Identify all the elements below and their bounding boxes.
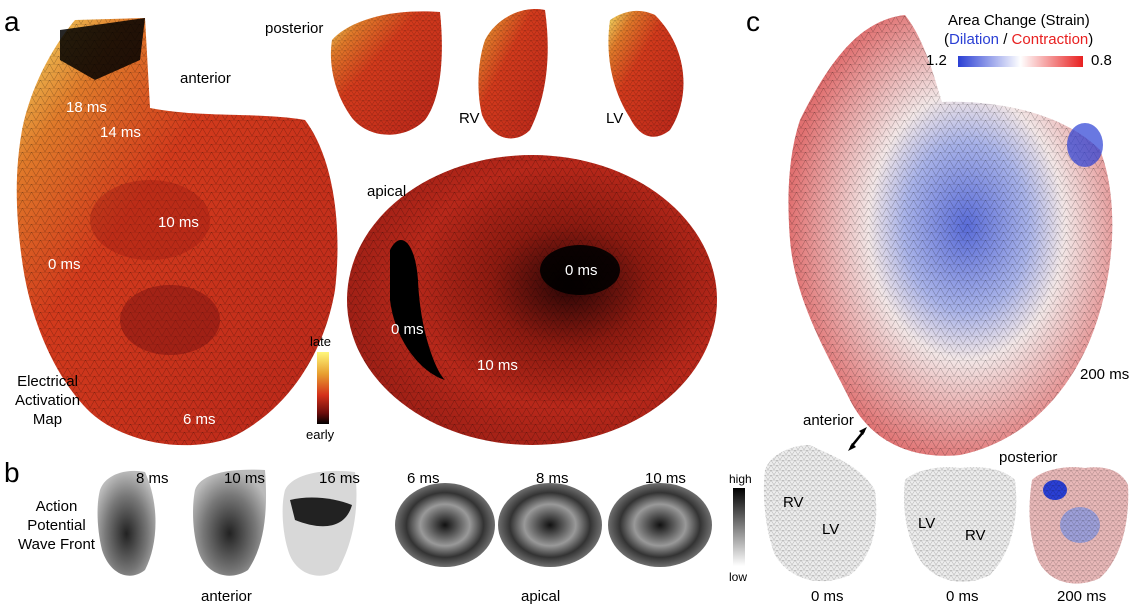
label-lv: LV [822,521,840,538]
activation-apical-view [347,155,717,445]
time-label: 0 ms [946,588,979,605]
wavefront-apical-rings [395,483,712,567]
caption-activation-map: Electrical Activation Map [15,373,81,428]
panel-label-c: c [746,6,760,37]
panel-label-a: a [4,6,20,37]
label-anterior: anterior [180,70,231,87]
time-label: 0 ms [48,256,81,273]
time-label: 0 ms [391,321,424,338]
time-label: 6 ms [183,411,216,428]
panel-label-b: b [4,457,20,488]
activation-heart-anterior [16,18,338,446]
strain-colorbar [958,56,1083,67]
strain-range-left: 1.2 [926,52,947,69]
time-label: 10 ms [224,470,265,487]
label-lv: LV [606,110,624,127]
strain-heart-posterior-200ms [1029,467,1129,584]
activation-heart-rv [478,9,548,139]
time-label: 16 ms [319,470,360,487]
legend-contraction: Contraction [1011,31,1089,48]
time-label: 0 ms [811,588,844,605]
label-rv: RV [783,494,804,511]
time-label: 6 ms [407,470,440,487]
strain-range-right: 0.8 [1091,52,1112,69]
label-apical: apical [367,183,407,200]
time-label-main: 200 ms [1080,366,1130,383]
time-label: 14 ms [100,124,141,141]
label-rv: RV [965,527,986,544]
activation-heart-posterior [330,11,442,135]
time-label: 8 ms [536,470,569,487]
time-label: 8 ms [136,470,169,487]
group-label-anterior: anterior [201,588,252,605]
wavefront-colorbar [733,488,745,566]
time-label: 200 ms [1057,588,1107,605]
strain-heart-main [788,15,1113,456]
strain-legend: (Dilation / Contraction) [944,31,1094,48]
label-posterior: posterior [999,449,1058,466]
time-label: 0 ms [565,262,598,279]
group-label-apical: apical [521,588,561,605]
time-label: 18 ms [66,99,107,116]
time-label: 10 ms [645,470,686,487]
time-label: 10 ms [158,214,199,231]
strain-title: Area Change (Strain) [948,12,1090,29]
label-anterior: anterior [803,412,854,429]
colorbar-high-label: high [729,472,752,486]
label-rv: RV [459,110,480,127]
colorbar-late-label: late [310,334,331,349]
colorbar-low-label: low [729,570,748,584]
strain-heart-anterior-0ms [763,445,877,582]
orientation-arrow-icon [848,427,867,451]
activation-colorbar [317,352,329,424]
activation-heart-lv [608,10,684,137]
time-label: 10 ms [477,357,518,374]
wavefront-anterior-hearts [97,469,357,576]
caption-wave-front: Action Potential Wave Front [18,498,95,553]
label-posterior: posterior [265,20,324,37]
colorbar-early-label: early [306,427,335,442]
label-lv: LV [918,515,936,532]
strain-heart-posterior-0ms [903,467,1017,582]
legend-dilation: Dilation [949,31,1000,48]
